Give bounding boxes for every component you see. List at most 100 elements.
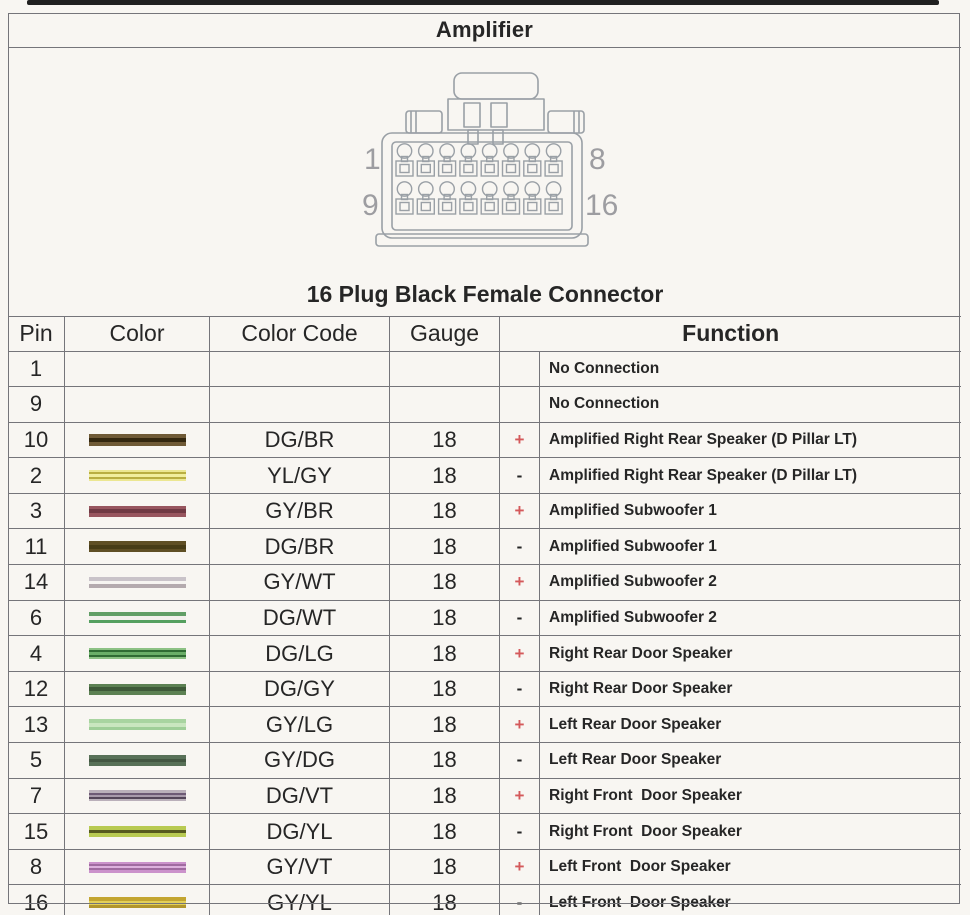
title-bar: Amplifier bbox=[8, 13, 961, 47]
gauge-cell: 18 bbox=[390, 493, 500, 529]
wire-color-swatch bbox=[88, 754, 186, 766]
polarity-cell: + bbox=[500, 778, 540, 814]
color-code-cell: GY/YL bbox=[210, 885, 390, 915]
wire-color-swatch bbox=[88, 434, 186, 446]
wire-color-cell bbox=[65, 458, 210, 493]
table-row: 16 GY/YL 18 - Left Front Door Speaker bbox=[8, 884, 962, 915]
wire-color-cell bbox=[65, 849, 210, 885]
gauge-cell: 18 bbox=[390, 422, 500, 458]
wire-color-swatch bbox=[88, 541, 186, 553]
pin-number-cell: 1 bbox=[8, 351, 65, 387]
connector-diagram: 1 8 9 16 bbox=[362, 72, 618, 247]
wiring-table: Pin Color Color Code Gauge Function 1 No… bbox=[8, 316, 962, 915]
connector-body-outline bbox=[375, 72, 589, 247]
table-row: 3 GY/BR 18 + Amplified Subwoofer 1 bbox=[8, 492, 962, 529]
wire-color-cell bbox=[65, 387, 210, 422]
pin-number-cell: 3 bbox=[8, 493, 65, 529]
color-code-cell: GY/WT bbox=[210, 565, 390, 600]
pin-number-cell: 10 bbox=[8, 422, 65, 458]
table-body: 1 No Connection 9 No Connection 10 bbox=[8, 350, 962, 915]
pin-number-cell: 15 bbox=[8, 814, 65, 849]
function-cell: No Connection bbox=[549, 359, 660, 377]
pin-number-cell: 4 bbox=[8, 636, 65, 671]
wire-color-cell bbox=[65, 671, 210, 707]
table-row: 12 DG/GY 18 - Right Rear Door Speaker bbox=[8, 670, 962, 707]
pin-number-cell: 8 bbox=[8, 849, 65, 885]
connector-pin-label-top-left: 1 bbox=[364, 143, 381, 176]
wire-color-cell bbox=[65, 493, 210, 529]
color-code-cell: GY/BR bbox=[210, 493, 390, 529]
pin-number-cell: 6 bbox=[8, 600, 65, 636]
function-cell: No Connection bbox=[549, 395, 660, 413]
table-row: 7 DG/VT 18 + Right Front Door Speaker bbox=[8, 777, 962, 814]
connector-pin-label-top-right: 8 bbox=[589, 143, 606, 176]
polarity-cell: + bbox=[500, 493, 540, 529]
gauge-cell: 18 bbox=[390, 778, 500, 814]
function-cell: Left Front Door Speaker bbox=[549, 893, 731, 911]
color-code-cell: GY/LG bbox=[210, 707, 390, 743]
table-header-row: Pin Color Color Code Gauge Function bbox=[8, 316, 962, 351]
header-function: Function bbox=[682, 320, 780, 347]
wire-color-cell bbox=[65, 778, 210, 814]
function-cell: Amplified Subwoofer 1 bbox=[549, 502, 717, 520]
color-code-cell: GY/DG bbox=[210, 743, 390, 778]
gauge-cell: 18 bbox=[390, 529, 500, 565]
wire-color-swatch bbox=[88, 470, 186, 482]
wire-color-swatch bbox=[88, 897, 186, 909]
polarity-cell: - bbox=[500, 814, 540, 849]
gauge-cell bbox=[390, 387, 500, 422]
function-cell: Right Front Door Speaker bbox=[549, 786, 742, 804]
gauge-cell: 18 bbox=[390, 565, 500, 600]
polarity-cell bbox=[500, 387, 540, 422]
table-row: 11 DG/BR 18 - Amplified Subwoofer 1 bbox=[8, 528, 962, 565]
wire-color-cell bbox=[65, 885, 210, 915]
wire-color-cell bbox=[65, 743, 210, 778]
pin-number-cell: 5 bbox=[8, 743, 65, 778]
function-cell: Amplified Subwoofer 1 bbox=[549, 537, 717, 555]
color-code-cell: DG/WT bbox=[210, 600, 390, 636]
scan-edge-artifact bbox=[27, 0, 939, 5]
table-row: 10 DG/BR 18 + Amplified Right Rear Speak… bbox=[8, 421, 962, 458]
wire-color-swatch bbox=[88, 576, 186, 588]
pin-number-cell: 2 bbox=[8, 458, 65, 493]
wire-color-cell bbox=[65, 351, 210, 387]
polarity-cell: + bbox=[500, 565, 540, 600]
pin-number-cell: 9 bbox=[8, 387, 65, 422]
table-row: 15 DG/YL 18 - Right Front Door Speaker bbox=[8, 813, 962, 849]
wire-color-swatch bbox=[88, 505, 186, 517]
wire-color-cell bbox=[65, 636, 210, 671]
pin-number-cell: 13 bbox=[8, 707, 65, 743]
wire-color-swatch bbox=[88, 683, 186, 695]
wire-color-swatch bbox=[88, 861, 186, 873]
color-code-cell: DG/BR bbox=[210, 529, 390, 565]
wire-color-cell bbox=[65, 600, 210, 636]
color-code-cell bbox=[210, 387, 390, 422]
polarity-cell: - bbox=[500, 529, 540, 565]
pin-number-cell: 12 bbox=[8, 671, 65, 707]
function-cell: Right Front Door Speaker bbox=[549, 822, 742, 840]
pin-number-cell: 11 bbox=[8, 529, 65, 565]
header-pin: Pin bbox=[8, 317, 65, 351]
polarity-cell: - bbox=[500, 885, 540, 915]
function-cell: Left Front Door Speaker bbox=[549, 858, 731, 876]
polarity-cell bbox=[500, 351, 540, 387]
table-row: 5 GY/DG 18 - Left Rear Door Speaker bbox=[8, 742, 962, 778]
gauge-cell: 18 bbox=[390, 885, 500, 915]
color-code-cell: DG/BR bbox=[210, 422, 390, 458]
table-row: 9 No Connection bbox=[8, 386, 962, 422]
function-cell: Amplified Right Rear Speaker (D Pillar L… bbox=[549, 466, 858, 484]
wire-color-cell bbox=[65, 565, 210, 600]
gauge-cell: 18 bbox=[390, 671, 500, 707]
color-code-cell bbox=[210, 351, 390, 387]
polarity-cell: + bbox=[500, 707, 540, 743]
table-row: 13 GY/LG 18 + Left Rear Door Speaker bbox=[8, 706, 962, 743]
table-row: 14 GY/WT 18 + Amplified Subwoofer 2 bbox=[8, 564, 962, 600]
gauge-cell: 18 bbox=[390, 743, 500, 778]
header-gauge: Gauge bbox=[390, 317, 500, 351]
pin-number-cell: 14 bbox=[8, 565, 65, 600]
wire-color-cell bbox=[65, 814, 210, 849]
function-cell: Amplified Subwoofer 2 bbox=[549, 608, 717, 626]
polarity-cell: - bbox=[500, 671, 540, 707]
wire-color-swatch bbox=[88, 826, 186, 838]
header-color-code: Color Code bbox=[210, 317, 390, 351]
